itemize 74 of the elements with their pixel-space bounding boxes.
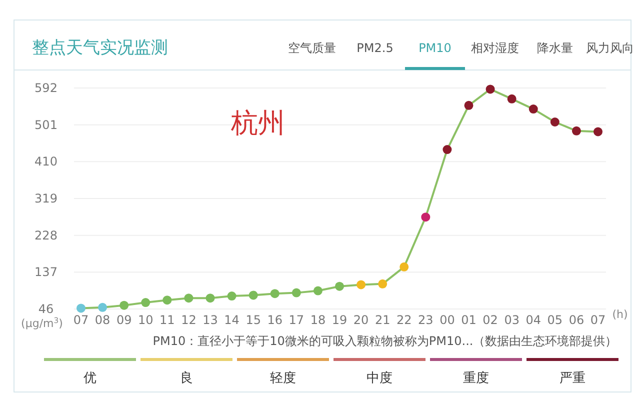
y-axis-title: (μg/m$^{3}$) <box>21 316 63 330</box>
x-tick-label: 12 <box>181 313 196 327</box>
x-tick-label: 05 <box>547 313 563 327</box>
x-tick-label: 10 <box>138 313 154 327</box>
text: PM2.5 <box>356 41 394 55</box>
y-tick-label: 319 <box>34 192 58 206</box>
text: PM10：直径小于等于10微米的可吸入颗粒物被称为PM10...（数据由生态环境部提供） <box>152 334 618 348</box>
point <box>227 292 236 301</box>
point <box>400 262 409 272</box>
x-tick-label: 07 <box>73 313 89 327</box>
text: 风力风向 <box>586 41 634 55</box>
point <box>442 145 452 154</box>
point <box>550 118 560 126</box>
point <box>464 100 474 110</box>
y-tick-label: 592 <box>34 81 58 95</box>
text: PM10 <box>418 41 452 55</box>
text: 降水量 <box>537 41 573 55</box>
point <box>120 300 129 310</box>
x-axis-title: (h) <box>612 308 628 321</box>
x-tick-label: 00 <box>440 313 455 327</box>
point <box>76 304 86 313</box>
point <box>292 288 301 298</box>
point <box>356 280 366 290</box>
x-tick-label: 15 <box>246 313 261 327</box>
x-tick-label: 07 <box>590 313 606 327</box>
x-tick-label: 09 <box>116 313 132 327</box>
x-tick-label: 03 <box>504 313 520 327</box>
text: 中度 <box>366 370 392 386</box>
text: 相对湿度 <box>471 41 519 55</box>
text: 空气质量 <box>288 41 336 55</box>
point <box>162 296 172 305</box>
text: 重度 <box>463 370 489 386</box>
x-tick-label: 11 <box>160 313 175 327</box>
y-tick-label: 228 <box>34 228 58 242</box>
point <box>378 279 388 288</box>
x-tick-label: 14 <box>224 313 240 327</box>
x-tick-label: 20 <box>353 313 369 327</box>
point <box>270 289 280 298</box>
x-tick-label: 06 <box>568 313 584 327</box>
x-tick-label: 22 <box>396 313 412 327</box>
point <box>141 298 150 308</box>
x-tick-label: 23 <box>418 313 434 327</box>
x-tick-label: 18 <box>310 313 326 327</box>
chart-title: 整点天气实况监测 <box>32 38 168 58</box>
point <box>572 126 581 136</box>
x-tick-label: 17 <box>288 313 304 327</box>
x-tick-label: 13 <box>202 313 218 327</box>
y-tick-label: 137 <box>34 265 58 280</box>
x-tick-label: 21 <box>374 313 390 327</box>
x-tick-label: 16 <box>267 313 283 327</box>
point <box>184 294 194 303</box>
point <box>528 104 538 114</box>
text: 良 <box>180 371 193 386</box>
point <box>335 282 344 291</box>
x-tick-label: 01 <box>461 313 476 327</box>
point <box>507 94 516 104</box>
x-tick-label: 04 <box>526 313 542 327</box>
x-tick-label: 19 <box>332 313 348 327</box>
point <box>486 84 495 94</box>
text: 轻度 <box>270 370 296 386</box>
point <box>421 212 430 222</box>
point <box>594 127 602 136</box>
point <box>248 290 258 300</box>
annotation: 杭州 <box>230 108 285 139</box>
point <box>206 294 215 303</box>
y-tick-label: 410 <box>34 154 58 169</box>
y-tick-label: 46 <box>38 302 54 316</box>
point <box>313 286 322 296</box>
text: 严重 <box>560 371 586 386</box>
text: 优 <box>84 371 96 386</box>
x-tick-label: 02 <box>482 313 498 327</box>
x-tick-label: 08 <box>94 313 110 327</box>
y-tick-label: 501 <box>34 118 58 132</box>
point <box>98 302 108 312</box>
